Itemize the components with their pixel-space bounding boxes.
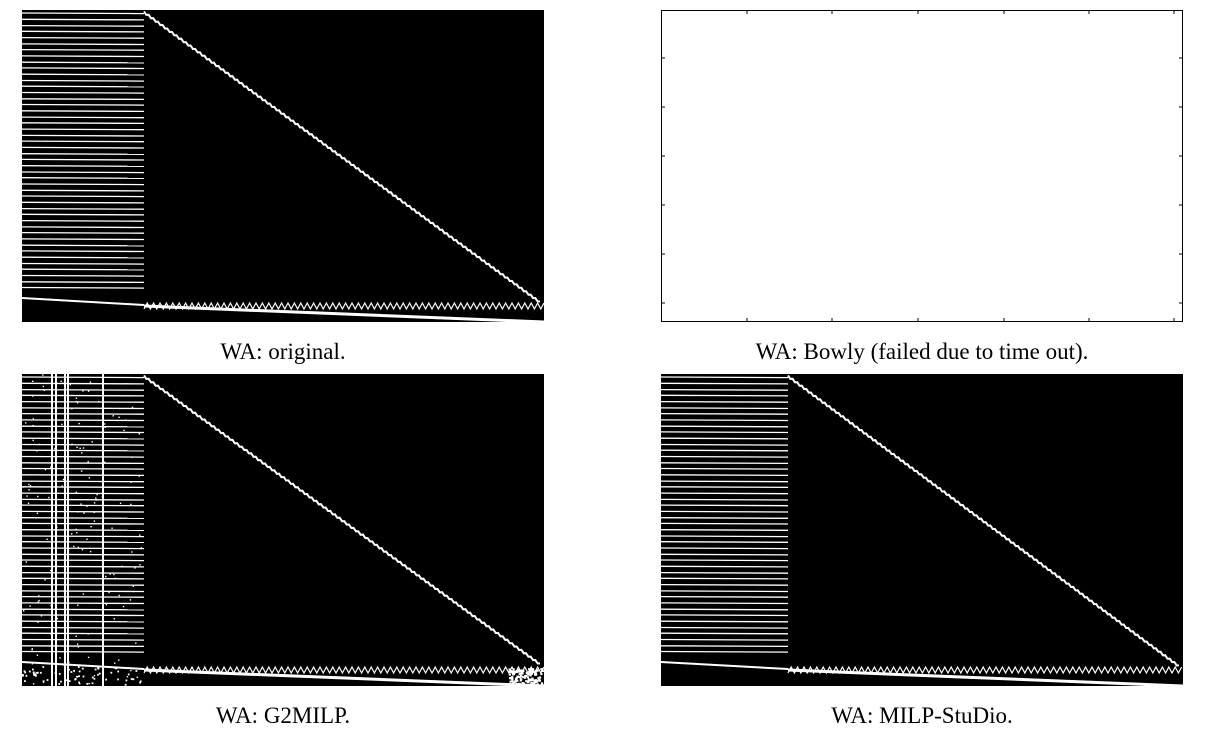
bottom-slope-line: [787, 668, 1183, 686]
matrix-plot-g2milp: [22, 374, 544, 686]
axes-frame: [661, 10, 1183, 322]
row-stripes: [22, 12, 145, 289]
diagonal-band: [787, 374, 1180, 667]
bottom-zigzag: [143, 301, 544, 311]
empty-axes-bowly: [661, 10, 1183, 322]
matrix-plot-original: [22, 10, 544, 322]
noise-dots: [22, 374, 143, 686]
matrix-plot-milp-studio: [661, 374, 1183, 686]
panel-bowly: [661, 10, 1183, 322]
bottom-zigzag: [787, 665, 1183, 675]
row-stripes: [661, 376, 789, 653]
left-slope-line: [22, 297, 145, 306]
panel-g2milp: [22, 374, 544, 686]
bottom-zigzag: [143, 665, 544, 675]
panel-milp-studio: [661, 374, 1183, 686]
axis-ticks: [661, 10, 1183, 322]
caption-milp-studio: WA: MILP-StuDio.: [831, 703, 1013, 728]
caption-g2milp: WA: G2MILP.: [215, 703, 351, 728]
panel-original: [22, 10, 544, 322]
bottom-slope-line: [143, 304, 544, 322]
row-stripes: [22, 376, 145, 653]
caption-bowly: WA: Bowly (failed due to time out).: [755, 339, 1089, 364]
bottom-slope-line: [143, 668, 544, 686]
diagonal-band: [143, 374, 541, 665]
caption-original: WA: original.: [220, 339, 346, 364]
diagonal-band: [143, 10, 541, 303]
left-slope-line: [22, 661, 145, 670]
left-slope-line: [661, 661, 789, 670]
bottom-right-cluster: [508, 668, 544, 686]
